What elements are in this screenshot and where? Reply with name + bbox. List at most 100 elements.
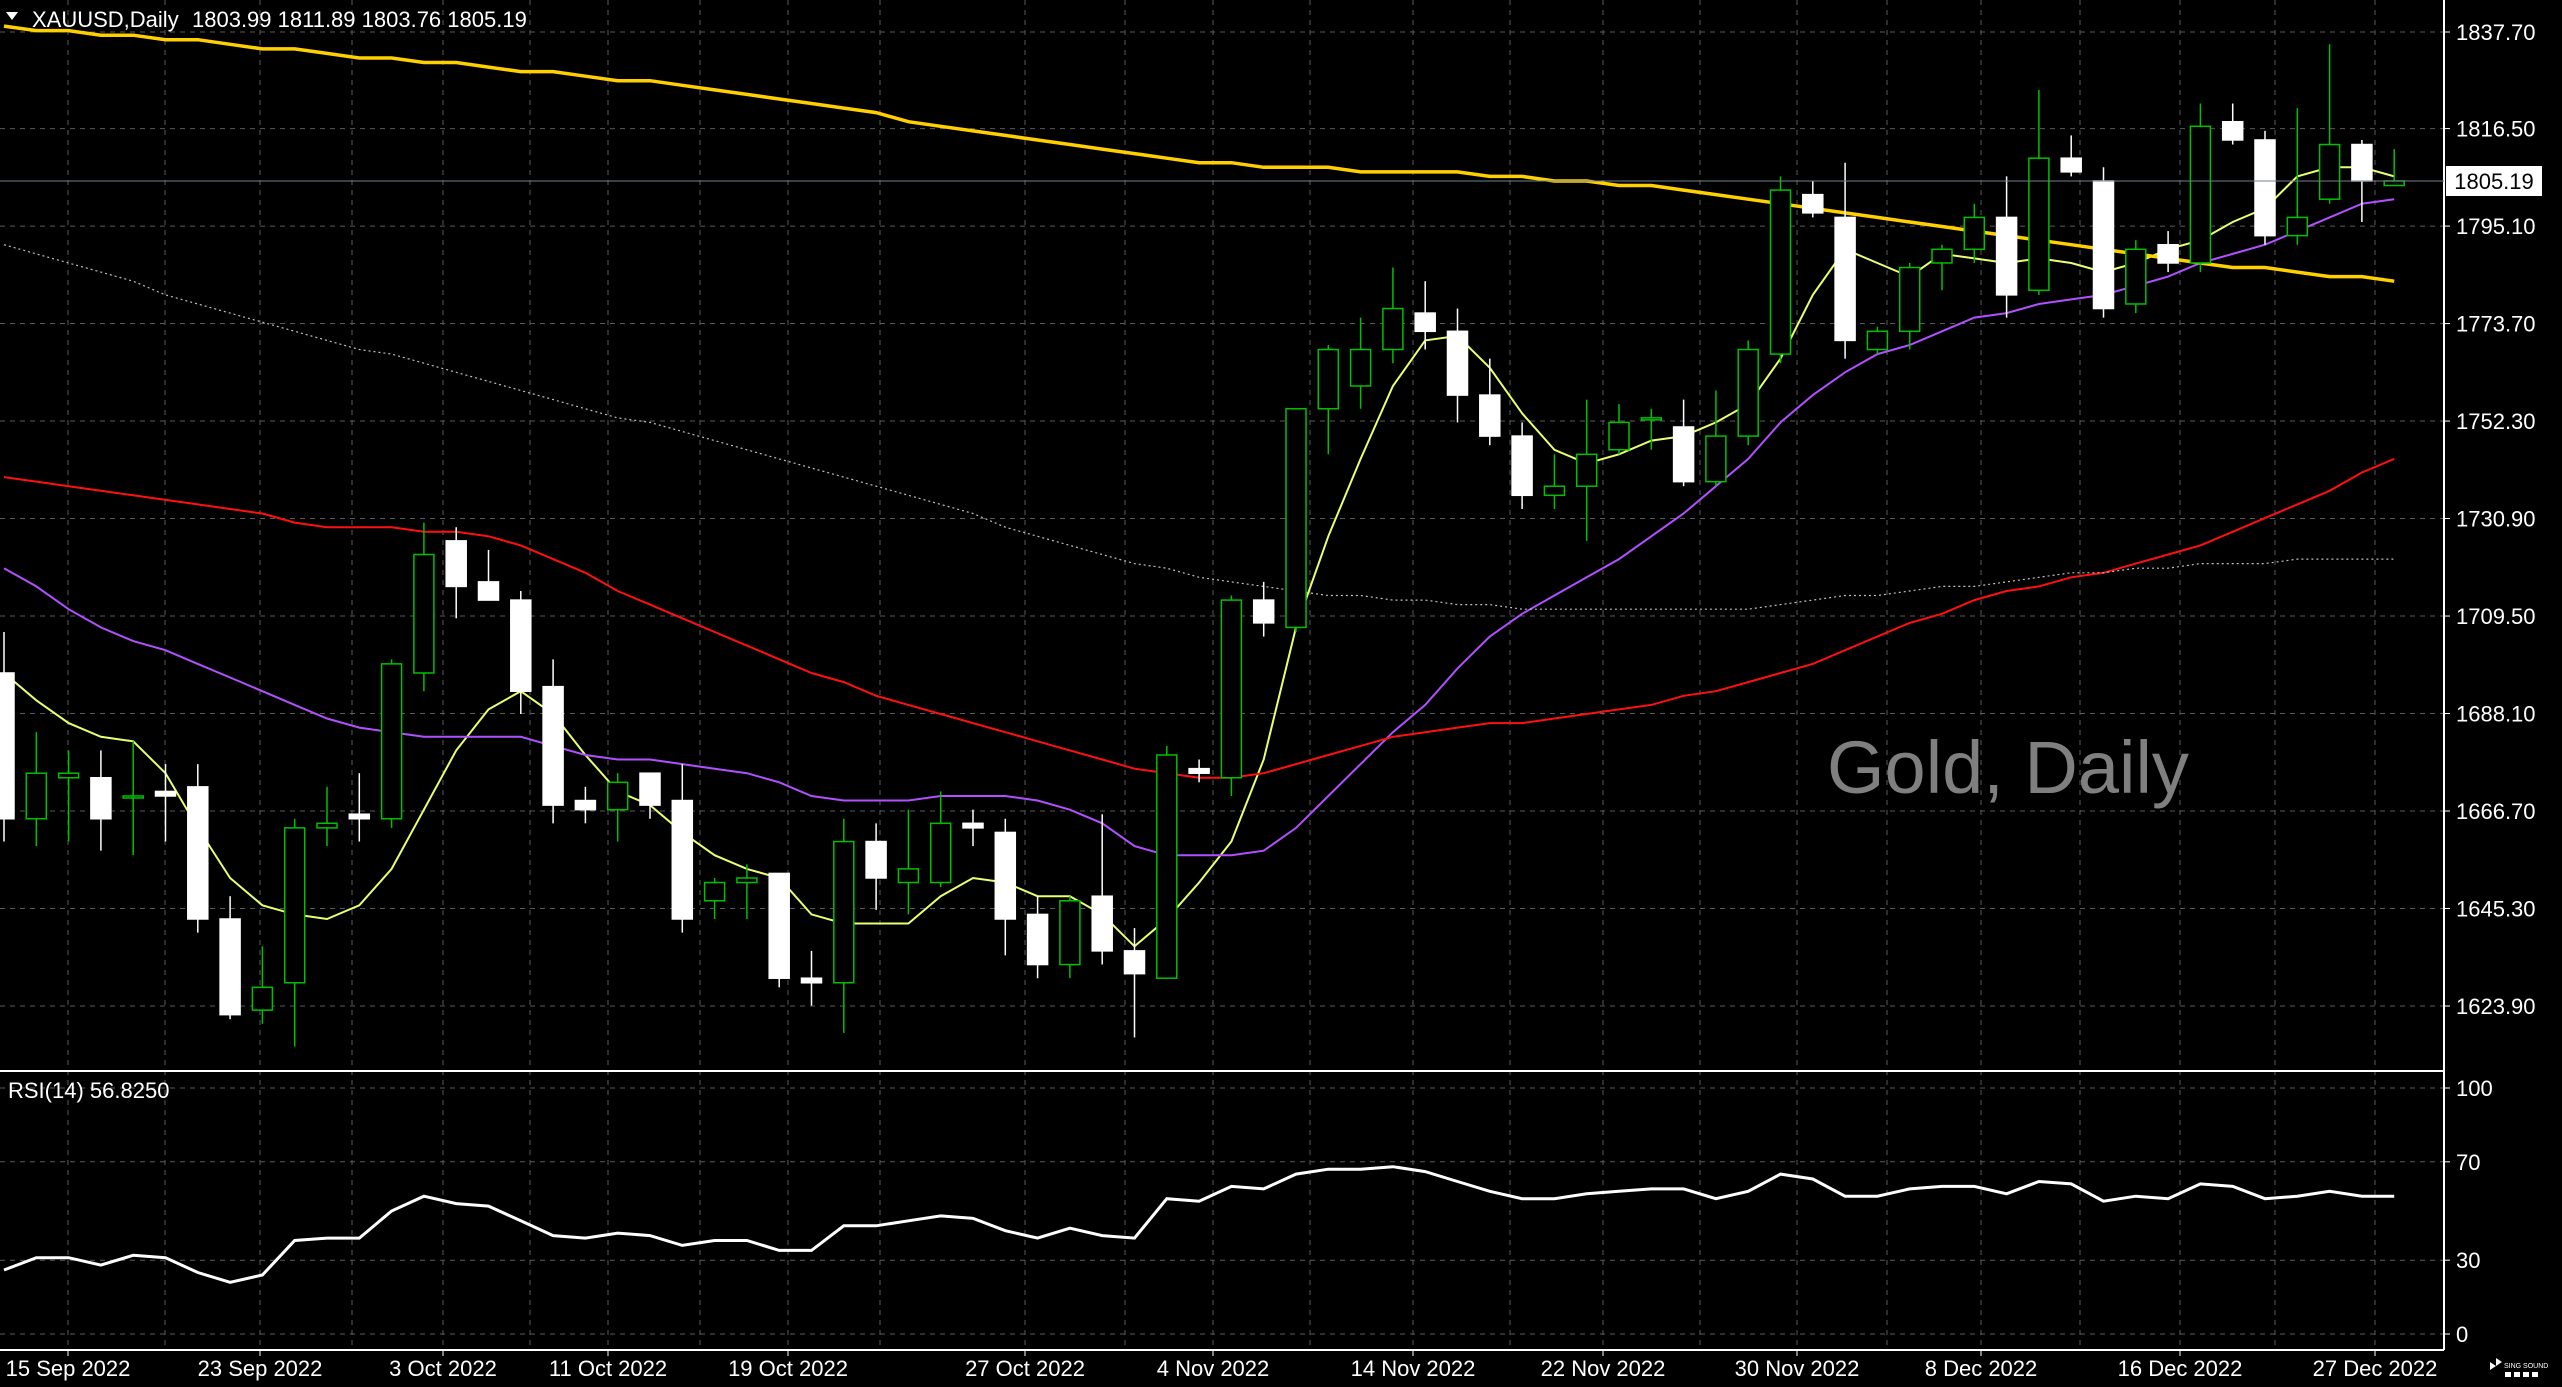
candle-bearish — [2092, 180, 2115, 310]
candle-bearish — [574, 799, 597, 811]
candle-bullish — [2125, 248, 2147, 305]
price-tick-label: 1837.70 — [2456, 20, 2536, 45]
candle-bullish — [1575, 453, 1598, 487]
time-tick-label: 22 Nov 2022 — [1541, 1356, 1666, 1381]
candle-bullish — [606, 781, 629, 811]
candle-bearish — [1091, 895, 1113, 952]
candle-bearish — [1672, 426, 1695, 483]
time-tick-label: 27 Oct 2022 — [965, 1356, 1085, 1381]
candle-bearish — [348, 813, 371, 820]
time-tick-label: 4 Nov 2022 — [1157, 1356, 1270, 1381]
candle-bullish — [897, 868, 920, 884]
candle-bullish — [1156, 754, 1178, 979]
price-tick-label: 1730.90 — [2456, 507, 2536, 532]
time-tick-label: 30 Nov 2022 — [1735, 1356, 1860, 1381]
candle-bearish — [1123, 950, 1146, 975]
candle-bullish — [2383, 180, 2405, 187]
candle-bullish — [1608, 421, 1630, 451]
time-axis[interactable]: 15 Sep 2022 23 Sep 2022 3 Oct 2022 11 Oct 2… — [6, 1350, 2438, 1381]
price-tick-label: 1688.10 — [2456, 702, 2536, 727]
candle-bullish — [703, 881, 726, 902]
candle-bullish — [316, 822, 338, 829]
candle-bullish — [1640, 417, 1663, 421]
candle-bullish — [1220, 599, 1243, 779]
time-tick-label: 8 Dec 2022 — [1925, 1356, 2038, 1381]
candle-bullish — [1737, 348, 1759, 437]
chart-watermark: Gold, Daily — [1827, 726, 2189, 809]
candle-bearish — [2157, 243, 2179, 264]
candle-bullish — [1898, 266, 1921, 333]
candle-bearish — [219, 918, 241, 1016]
symbol-label: XAUUSD,Daily — [32, 7, 179, 32]
moving-averages — [3, 24, 2395, 948]
candle-bearish — [2221, 120, 2244, 141]
candle-bearish — [542, 685, 564, 806]
candle-bullish — [736, 877, 758, 884]
price-tick-label: 1816.50 — [2456, 117, 2536, 142]
candle-bearish — [2254, 139, 2276, 237]
candle-bullish — [2189, 125, 2212, 264]
rsi-indicator — [3, 1165, 2395, 1284]
rsi-axis[interactable]: 100 70 30 0 — [2444, 1076, 2493, 1347]
candle-bearish — [962, 822, 984, 829]
candle-bearish — [671, 799, 694, 920]
candle-bearish — [1446, 330, 1469, 396]
candle-bullish — [2028, 157, 2050, 292]
price-tick-label: 1666.70 — [2456, 799, 2536, 824]
price-tick-label: 1623.90 — [2456, 994, 2536, 1019]
rsi-label: RSI(14) 56.8250 — [8, 1078, 169, 1103]
candle-bullish — [283, 827, 306, 984]
svg-text:SING SOUND: SING SOUND — [2504, 1363, 2548, 1370]
rsi-tick-label: 0 — [2456, 1322, 2468, 1347]
candle-bearish — [1995, 216, 2018, 296]
time-tick-label: 19 Oct 2022 — [728, 1356, 848, 1381]
candle-bullish — [1769, 189, 1792, 355]
candle-bearish — [1026, 913, 1049, 966]
time-tick-label: 3 Oct 2022 — [389, 1356, 497, 1381]
candle-bearish — [1252, 599, 1275, 624]
candle-bearish — [994, 831, 1017, 920]
moving-average-line — [3, 244, 2395, 610]
symbol-dropdown-icon[interactable] — [6, 12, 18, 20]
price-tick-label: 1752.30 — [2456, 409, 2536, 434]
candle-bullish — [1866, 330, 1889, 351]
candle-bullish — [2318, 143, 2341, 200]
time-tick-label: 16 Dec 2022 — [2118, 1356, 2243, 1381]
candlesticks — [0, 44, 2405, 1047]
candle-bullish — [1543, 485, 1566, 497]
candle-bullish — [122, 795, 144, 799]
candle-bearish — [768, 872, 790, 979]
candle-bearish — [445, 540, 467, 588]
time-tick-label: 11 Oct 2022 — [549, 1356, 667, 1381]
price-tick-label: 1773.70 — [2456, 312, 2536, 337]
candle-bearish — [510, 599, 532, 692]
candle-bullish — [413, 553, 435, 674]
candle-bearish — [477, 581, 500, 601]
candle-bearish — [1834, 216, 1856, 342]
candle-bearish — [187, 786, 209, 920]
current-price-label: 1805.19 — [2454, 169, 2534, 194]
moving-average-line — [3, 198, 2395, 857]
candle-bearish — [1414, 312, 1436, 333]
candle-bearish — [1479, 394, 1501, 437]
ohlc-values: 1803.99 1811.89 1803.76 1805.19 — [192, 7, 527, 32]
candle-bullish — [380, 663, 403, 820]
candle-bullish — [1059, 900, 1081, 966]
moving-average-line — [3, 166, 2395, 948]
time-tick-label: 23 Sep 2022 — [198, 1356, 323, 1381]
rsi-tick-label: 100 — [2456, 1076, 2493, 1101]
time-tick-label: 27 Dec 2022 — [2313, 1356, 2438, 1381]
price-tick-label: 1645.30 — [2456, 897, 2536, 922]
candle-bullish — [1285, 408, 1307, 629]
candle-bearish — [2060, 157, 2082, 173]
candle-bullish — [1705, 435, 1727, 483]
rsi-tick-label: 30 — [2456, 1248, 2480, 1273]
candle-bearish — [2351, 143, 2373, 182]
price-tick-label: 1795.10 — [2456, 214, 2536, 239]
price-axis[interactable]: 1837.70 1816.50 1795.10 1773.70 1752.30 1730.… — [2444, 20, 2536, 1019]
candle-bullish — [2286, 216, 2309, 237]
candle-bullish — [833, 840, 855, 984]
candle-bearish — [865, 840, 887, 879]
